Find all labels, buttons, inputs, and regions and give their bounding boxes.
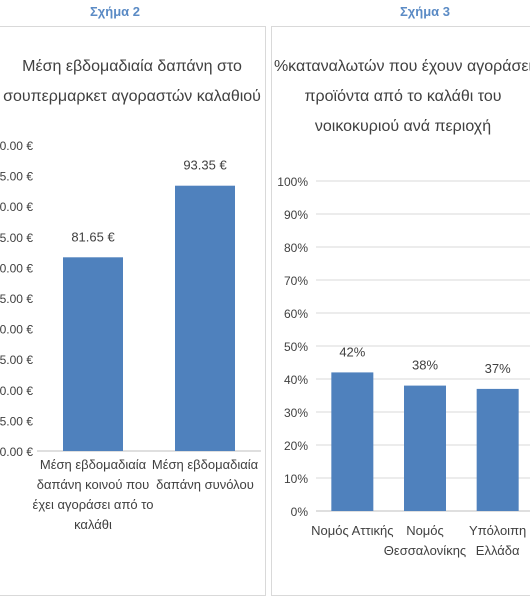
data-label: 81.65 € (71, 229, 115, 244)
y-tick-label: 85.00 € (0, 231, 33, 245)
bar (331, 372, 374, 511)
category-label: Θεσσαλονίκης (384, 543, 466, 558)
chart-title-line: %καταναλωτών που έχουν αγοράσει (274, 58, 530, 75)
data-label: 93.35 € (183, 158, 227, 173)
category-label: Μέση εβδομαδιαία (40, 457, 147, 472)
y-tick-label: 90.00 € (0, 200, 33, 214)
bar (63, 257, 123, 451)
data-label: 38% (412, 358, 438, 373)
chart-title-line: σουπερμαρκετ αγοραστών καλαθιού (3, 88, 261, 105)
y-tick-label: 65.00 € (0, 353, 33, 367)
y-tick-label: 30% (284, 406, 308, 420)
category-label: δαπάνη κοινού που (37, 477, 149, 492)
bar (404, 385, 446, 511)
y-tick-label: 70% (284, 274, 308, 288)
y-tick-label: 80.00 € (0, 261, 33, 275)
y-tick-label: 60% (284, 307, 308, 321)
category-label: Νομός Αττικής (311, 523, 393, 538)
category-label: έχει αγοράσει από το (33, 497, 154, 512)
y-tick-label: 90% (284, 208, 308, 222)
expenditure-bar-chart: Μέση εβδομαδιαία δαπάνη στο σουπερμαρκετ … (0, 58, 261, 532)
category-label: Νομός (406, 523, 444, 538)
y-tick-label: 50% (284, 340, 308, 354)
y-tick-label: 50.00 € (0, 445, 33, 459)
category-label: Υπόλοιπη (469, 523, 526, 538)
y-tick-label: 100.00 € (0, 139, 33, 153)
figure-2-label: Σχήμα 2 (89, 4, 140, 19)
consumers-bar-chart: %καταναλωτών που έχουν αγοράσει προϊόντα … (274, 58, 530, 558)
chart-title-line: νοικοκυριού ανά περιοχή (315, 118, 491, 135)
category-label: Ελλάδα (476, 543, 520, 558)
y-tick-label: 0% (291, 505, 309, 519)
y-tick-label: 80% (284, 241, 308, 255)
bar (476, 388, 519, 511)
chart-title-line: προϊόντα από το καλάθι του (304, 88, 501, 105)
y-tick-label: 40% (284, 373, 308, 387)
data-label: 37% (485, 361, 511, 376)
data-label: 42% (339, 344, 365, 359)
chart-panel-expenditure: Μέση εβδομαδιαία δαπάνη στο σουπερμαρκετ … (0, 26, 266, 596)
category-label: καλάθι (74, 517, 112, 532)
y-tick-label: 100% (277, 175, 308, 189)
category-label: Μέση εβδομαδιαία (152, 457, 259, 472)
y-tick-label: 75.00 € (0, 292, 33, 306)
y-tick-label: 95.00 € (0, 170, 33, 184)
category-label: δαπάνη συνόλου (156, 477, 254, 492)
y-tick-label: 70.00 € (0, 323, 33, 337)
figure-3-label: Σχήμα 3 (399, 4, 450, 19)
y-tick-label: 10% (284, 472, 308, 486)
chart-panel-consumers: %καταναλωτών που έχουν αγοράσει προϊόντα … (271, 26, 530, 596)
y-tick-label: 20% (284, 439, 308, 453)
chart-title-line: Μέση εβδομαδιαία δαπάνη στο (22, 58, 242, 75)
y-tick-label: 55.00 € (0, 414, 33, 428)
bar (175, 185, 235, 451)
y-tick-label: 60.00 € (0, 384, 33, 398)
